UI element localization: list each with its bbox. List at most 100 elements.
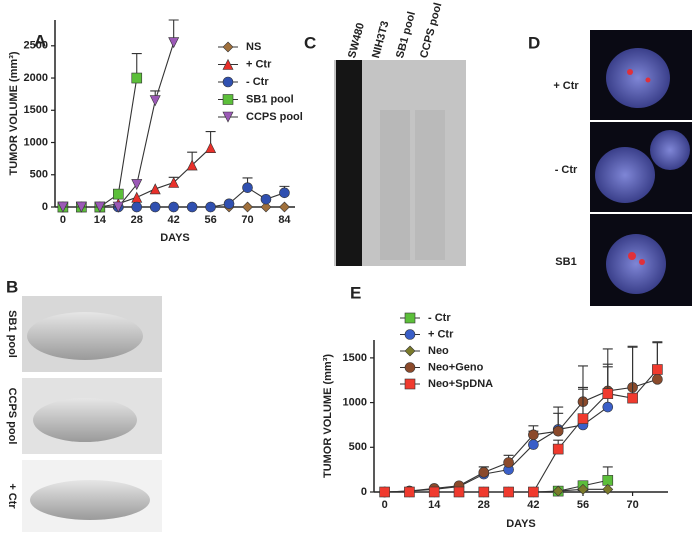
data-point (528, 429, 539, 441)
data-point (131, 72, 143, 84)
panel-label: A (34, 31, 46, 50)
legend-marker (404, 312, 416, 324)
panel-label: E (350, 283, 361, 302)
cell-label: + Ctr (553, 80, 579, 92)
legend-label: Neo+Geno (428, 361, 484, 373)
signal (628, 252, 636, 260)
legend-marker (222, 41, 234, 53)
gel-panel: SW480 NIH3T3 SB1 pool CCPS pool (334, 2, 466, 266)
y-tick-label: 1500 (24, 104, 48, 116)
data-point (528, 439, 539, 450)
cell (606, 48, 670, 108)
cell-label: SB1 (555, 256, 576, 268)
data-point (503, 486, 514, 498)
x-axis-label: DAYS (160, 232, 190, 244)
lane-label: SB1 pool (394, 10, 418, 59)
photo-label: SB1 pool (6, 310, 18, 358)
data-point (652, 374, 663, 385)
series-line (62, 77, 138, 208)
series-line (62, 42, 175, 208)
legend-marker (222, 58, 234, 70)
gel-lane (336, 60, 362, 266)
data-point (168, 176, 180, 188)
data-point (602, 475, 614, 486)
photo-mouse (30, 480, 150, 520)
y-tick-label: 500 (349, 441, 367, 453)
data-point (602, 483, 614, 495)
cell (595, 147, 655, 203)
data-point (260, 201, 272, 213)
x-tick-label: 70 (626, 499, 638, 511)
data-point (503, 457, 514, 468)
legend-marker (222, 94, 234, 105)
data-point (478, 486, 490, 498)
y-axis-label: TUMOR VOLUME (mm³) (322, 354, 334, 478)
data-point (602, 401, 614, 413)
error-bar (602, 348, 613, 394)
signal (627, 69, 633, 75)
y-tick-label: 2000 (24, 72, 48, 84)
x-tick-label: 70 (241, 214, 253, 226)
data-point (552, 425, 564, 437)
data-point (279, 201, 290, 213)
data-point (94, 201, 106, 213)
y-tick-label: 2500 (24, 40, 48, 52)
panel-label: D (528, 33, 540, 52)
photo-label: + Ctr (6, 483, 18, 509)
legend-marker (404, 362, 416, 373)
lane-label: SW480 (346, 22, 367, 60)
data-point (242, 201, 253, 213)
legend-marker (222, 111, 234, 123)
panel-label: C (304, 33, 316, 52)
data-point (260, 193, 272, 205)
photo-label: CCPS pool (6, 388, 18, 445)
legend-label: + Ctr (246, 58, 272, 70)
data-point (149, 201, 161, 213)
data-point (652, 364, 663, 375)
data-point (428, 486, 440, 498)
legend-marker (404, 378, 416, 390)
gel-smear (380, 110, 410, 260)
signal (645, 77, 651, 83)
cell (606, 234, 666, 294)
data-point (186, 201, 198, 213)
photo-mouse (27, 312, 143, 360)
data-point (149, 183, 161, 195)
data-point (131, 191, 143, 203)
legend-label: CCPS pool (246, 111, 303, 123)
data-point (112, 201, 124, 213)
legend-marker (222, 76, 234, 88)
data-point (168, 201, 179, 213)
signal (639, 259, 645, 265)
legend-label: Neo+SpDNA (428, 378, 493, 390)
lane-label: NIH3T3 (370, 20, 391, 60)
data-point (149, 95, 161, 107)
y-axis-label: TUMOR VOLUME (mm³) (8, 51, 20, 175)
data-point (242, 182, 253, 193)
panel-label: B (6, 277, 18, 296)
lane-label: CCPS pool (418, 2, 444, 60)
data-point (478, 467, 490, 478)
x-tick-label: 14 (428, 499, 441, 511)
data-point (205, 142, 217, 153)
data-point (602, 388, 614, 399)
data-point (577, 483, 589, 495)
legend-label: - Ctr (428, 312, 451, 324)
y-tick-label: 1500 (343, 352, 367, 364)
y-tick-label: 1000 (24, 136, 48, 148)
x-tick-label: 14 (94, 214, 107, 226)
data-point (131, 201, 143, 213)
data-point (223, 198, 235, 210)
series-line (384, 406, 609, 493)
x-tick-label: 0 (60, 214, 66, 226)
photo-mouse (33, 398, 137, 442)
data-point (205, 201, 216, 213)
y-tick-label: 0 (361, 486, 367, 498)
x-tick-label: 42 (168, 214, 180, 226)
data-point (404, 486, 415, 498)
data-point (75, 201, 87, 213)
x-tick-label: 0 (382, 499, 388, 511)
cells-panel: + Ctr - Ctr SB1 (553, 30, 692, 306)
legend-label: + Ctr (428, 328, 454, 340)
